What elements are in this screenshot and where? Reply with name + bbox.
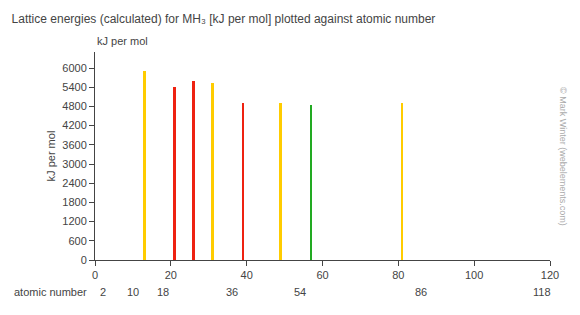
svg-text:600: 600	[68, 235, 86, 247]
svg-text:0: 0	[92, 269, 98, 281]
svg-text:10: 10	[127, 286, 139, 298]
svg-text:6000: 6000	[62, 62, 86, 74]
svg-text:3000: 3000	[62, 158, 86, 170]
svg-text:4800: 4800	[62, 100, 86, 112]
svg-text:Lattice energies (calculated): Lattice energies (calculated) for MH₃ [k…	[12, 12, 436, 26]
svg-text:1200: 1200	[62, 215, 86, 227]
svg-text:118: 118	[533, 286, 551, 298]
svg-text:kJ per mol: kJ per mol	[45, 131, 57, 182]
svg-text:120: 120	[541, 269, 559, 281]
svg-text:3600: 3600	[62, 139, 86, 151]
svg-text:80: 80	[392, 269, 404, 281]
svg-text:36: 36	[226, 286, 238, 298]
svg-text:4200: 4200	[62, 119, 86, 131]
svg-text:100: 100	[465, 269, 483, 281]
svg-text:2: 2	[100, 286, 106, 298]
svg-text:0: 0	[81, 254, 87, 266]
svg-text:2400: 2400	[62, 177, 86, 189]
svg-text:86: 86	[415, 286, 427, 298]
svg-text:40: 40	[241, 269, 253, 281]
svg-text:60: 60	[316, 269, 328, 281]
svg-text:© Mark Winter (webelements.com: © Mark Winter (webelements.com)	[558, 87, 568, 226]
svg-text:18: 18	[157, 286, 169, 298]
svg-text:1800: 1800	[62, 196, 86, 208]
svg-text:kJ per mol: kJ per mol	[97, 35, 148, 47]
svg-text:20: 20	[165, 269, 177, 281]
svg-text:54: 54	[294, 286, 306, 298]
svg-text:atomic number: atomic number	[14, 286, 87, 298]
svg-text:5400: 5400	[62, 81, 86, 93]
